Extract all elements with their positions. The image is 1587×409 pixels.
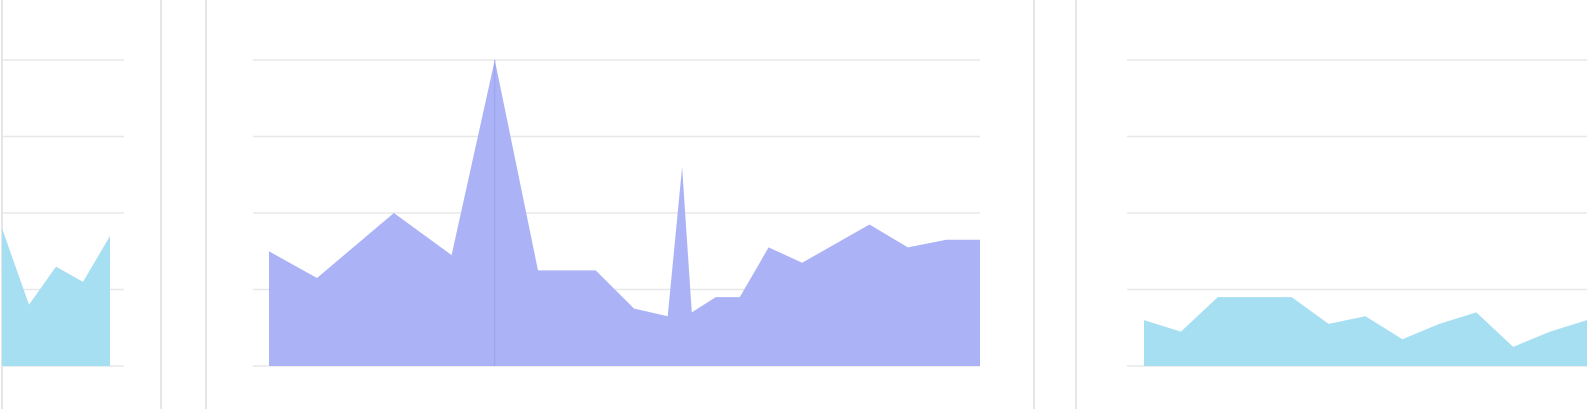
chart-panel-left: [2, 59, 124, 367]
area-series: [2, 228, 110, 366]
chart-panel-center: [253, 59, 980, 367]
area-series: [269, 60, 980, 366]
chart-panel-right: [1127, 59, 1587, 367]
area-series: [1144, 297, 1587, 366]
